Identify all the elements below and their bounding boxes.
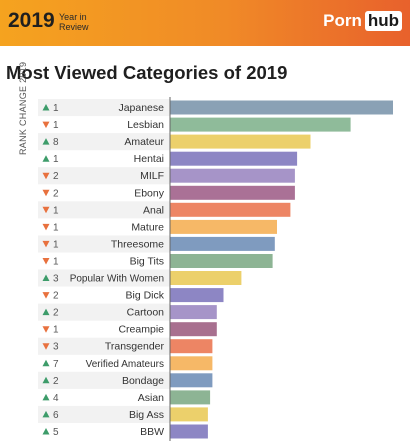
arrow-down-icon: [42, 121, 50, 129]
row-stripe: [38, 303, 170, 321]
row-stripe: [38, 371, 170, 389]
category-label: Ebony: [134, 187, 165, 199]
year-in-review-label: Year in Review: [59, 12, 89, 32]
bar: [170, 271, 242, 285]
bar: [170, 168, 295, 183]
bar: [170, 373, 213, 388]
arrow-down-icon: [42, 240, 50, 248]
brand-logo-text: Porn: [323, 11, 362, 30]
brand-logo-badge: hub: [364, 11, 402, 31]
category-label: Amateur: [124, 136, 164, 148]
category-label: Japanese: [118, 102, 164, 114]
rank-change-value: 8: [53, 137, 59, 148]
bar: [170, 100, 393, 115]
bar: [170, 185, 295, 200]
category-label: Verified Amateurs: [86, 359, 164, 370]
bar: [170, 305, 217, 320]
bar: [170, 339, 213, 354]
category-label: Cartoon: [127, 307, 165, 319]
rank-change-value: 2: [53, 188, 59, 199]
arrow-up-icon: [42, 376, 50, 384]
rank-change-value: 1: [53, 222, 59, 233]
bar: [170, 424, 208, 439]
arrow-up-icon: [42, 138, 50, 145]
rank-change-value: 1: [53, 154, 59, 165]
brand-logo[interactable]: Porn hub: [323, 11, 402, 31]
category-label: Asian: [138, 392, 164, 404]
category-label: Mature: [131, 221, 164, 233]
category-label: Transgender: [105, 341, 165, 353]
bar: [170, 236, 275, 251]
row-stripe: [38, 133, 170, 151]
rank-change-value: 5: [53, 427, 59, 438]
rank-change-value: 3: [53, 342, 59, 353]
row-stripe: [38, 405, 170, 423]
category-label: Hentai: [134, 153, 164, 165]
rank-change-value: 2: [53, 291, 59, 302]
chart-title: Most Viewed Categories of 2019: [6, 62, 288, 83]
bar: [170, 134, 311, 149]
rank-change-value: 1: [53, 257, 59, 268]
rank-change-value: 1: [53, 325, 59, 336]
arrow-up-icon: [42, 410, 50, 418]
rank-change-value: 1: [53, 205, 59, 216]
category-label: Anal: [143, 204, 164, 216]
bar: [170, 407, 208, 422]
row-stripe: [38, 337, 170, 355]
arrow-up-icon: [42, 428, 50, 435]
category-label: Creampie: [118, 324, 164, 336]
row-stripe: [38, 269, 170, 287]
category-label: Bondage: [122, 375, 164, 387]
category-label: Big Ass: [129, 409, 164, 421]
row-stripe: [38, 201, 170, 219]
arrow-up-icon: [42, 359, 50, 367]
rank-change-value: 4: [53, 393, 59, 404]
rank-change-value: 6: [53, 410, 59, 421]
category-label: Popular With Women: [70, 274, 164, 285]
row-stripe: [38, 99, 170, 117]
category-label: Lesbian: [127, 119, 164, 131]
arrow-up-icon: [42, 274, 50, 281]
arrow-down-icon: [42, 343, 50, 350]
bar: [170, 288, 224, 303]
arrow-down-icon: [42, 172, 50, 180]
arrow-down-icon: [42, 206, 50, 214]
arrow-up-icon: [42, 308, 50, 316]
arrow-down-icon: [42, 326, 50, 333]
bar: [170, 202, 291, 217]
rank-change-value: 1: [53, 120, 59, 131]
rank-change-value: 2: [53, 171, 59, 182]
rank-change-value: 2: [53, 308, 59, 319]
bar: [170, 390, 211, 405]
rank-change-value: 1: [53, 103, 59, 114]
arrow-up-icon: [42, 155, 50, 162]
bar: [170, 356, 213, 371]
bar: [170, 151, 298, 166]
arrow-down-icon: [42, 223, 50, 231]
arrow-down-icon: [42, 292, 50, 299]
bar: [170, 322, 217, 337]
row-stripe: [38, 167, 170, 185]
rank-change-value: 3: [53, 274, 59, 285]
arrow-down-icon: [42, 258, 50, 265]
category-label: Threesome: [111, 238, 164, 250]
bar: [170, 117, 351, 132]
rank-change-value: 7: [53, 359, 59, 370]
category-label: Big Dick: [125, 290, 164, 302]
row-stripe: [38, 235, 170, 253]
category-label: MILF: [140, 170, 164, 182]
arrow-up-icon: [42, 104, 50, 111]
bar: [170, 219, 277, 234]
category-label: Big Tits: [130, 256, 164, 268]
category-label: BBW: [140, 426, 164, 438]
arrow-down-icon: [42, 189, 50, 197]
year-label: 2019: [8, 9, 55, 32]
rank-change-value: 1: [53, 239, 59, 250]
rank-change-value: 2: [53, 376, 59, 387]
header-banner: 2019 Year in Review Porn hub: [0, 0, 410, 46]
bar: [170, 254, 273, 268]
arrow-up-icon: [42, 393, 50, 401]
